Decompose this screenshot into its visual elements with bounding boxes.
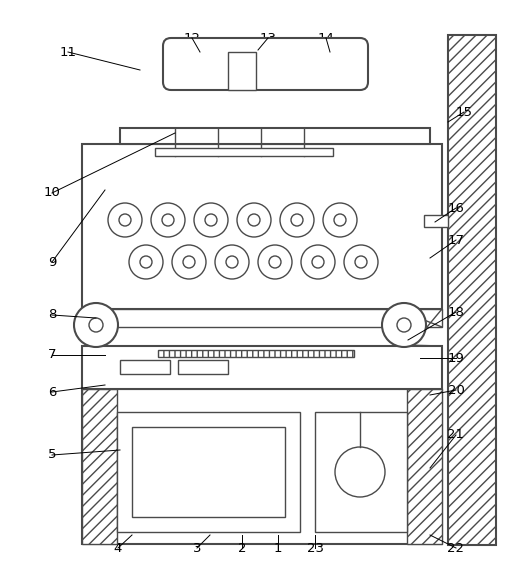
Text: 3: 3 xyxy=(193,541,201,555)
Bar xyxy=(315,412,407,532)
Bar xyxy=(117,412,300,532)
Circle shape xyxy=(312,256,324,268)
Circle shape xyxy=(183,256,195,268)
Text: 15: 15 xyxy=(456,105,472,119)
Circle shape xyxy=(344,245,378,279)
Text: 22: 22 xyxy=(448,541,464,555)
FancyBboxPatch shape xyxy=(163,38,368,90)
Bar xyxy=(407,389,442,544)
Bar xyxy=(448,35,496,545)
Circle shape xyxy=(129,245,163,279)
Circle shape xyxy=(397,318,411,332)
Circle shape xyxy=(108,203,142,237)
Circle shape xyxy=(74,303,118,347)
Bar xyxy=(82,389,117,544)
Circle shape xyxy=(162,214,174,226)
Bar xyxy=(120,128,430,144)
Circle shape xyxy=(119,214,131,226)
Circle shape xyxy=(89,318,103,332)
Bar xyxy=(155,148,333,156)
Circle shape xyxy=(237,203,271,237)
Text: 17: 17 xyxy=(448,234,464,247)
Text: 12: 12 xyxy=(184,32,200,44)
Text: 18: 18 xyxy=(448,306,464,319)
Circle shape xyxy=(140,256,152,268)
Text: 11: 11 xyxy=(59,45,76,58)
Text: 19: 19 xyxy=(448,352,464,365)
Bar xyxy=(424,215,448,227)
Circle shape xyxy=(269,256,281,268)
Text: 13: 13 xyxy=(259,32,277,44)
Bar xyxy=(82,346,442,389)
Text: 14: 14 xyxy=(318,32,335,44)
Text: 8: 8 xyxy=(48,308,56,321)
Circle shape xyxy=(172,245,206,279)
Text: 10: 10 xyxy=(44,187,60,200)
Text: 16: 16 xyxy=(448,201,464,214)
Circle shape xyxy=(335,447,385,497)
Text: 7: 7 xyxy=(48,349,56,362)
Text: 2: 2 xyxy=(238,541,246,555)
Circle shape xyxy=(151,203,185,237)
Bar xyxy=(228,52,256,90)
Circle shape xyxy=(334,214,346,226)
Circle shape xyxy=(291,214,303,226)
Circle shape xyxy=(355,256,367,268)
Text: 5: 5 xyxy=(48,448,56,462)
Text: 23: 23 xyxy=(307,541,323,555)
Bar xyxy=(82,309,442,327)
Bar xyxy=(120,360,170,374)
Bar xyxy=(158,350,354,357)
Text: 1: 1 xyxy=(274,541,282,555)
Circle shape xyxy=(258,245,292,279)
Circle shape xyxy=(280,203,314,237)
Circle shape xyxy=(382,303,426,347)
Bar xyxy=(178,360,228,374)
Text: 4: 4 xyxy=(114,541,122,555)
Circle shape xyxy=(226,256,238,268)
Text: 9: 9 xyxy=(48,256,56,269)
Text: 20: 20 xyxy=(448,383,464,396)
Bar xyxy=(82,389,442,544)
Bar xyxy=(82,144,442,309)
Circle shape xyxy=(301,245,335,279)
Circle shape xyxy=(215,245,249,279)
Circle shape xyxy=(205,214,217,226)
Text: 21: 21 xyxy=(448,429,464,442)
Circle shape xyxy=(323,203,357,237)
Circle shape xyxy=(248,214,260,226)
Bar xyxy=(132,427,285,517)
Text: 6: 6 xyxy=(48,386,56,399)
Circle shape xyxy=(194,203,228,237)
